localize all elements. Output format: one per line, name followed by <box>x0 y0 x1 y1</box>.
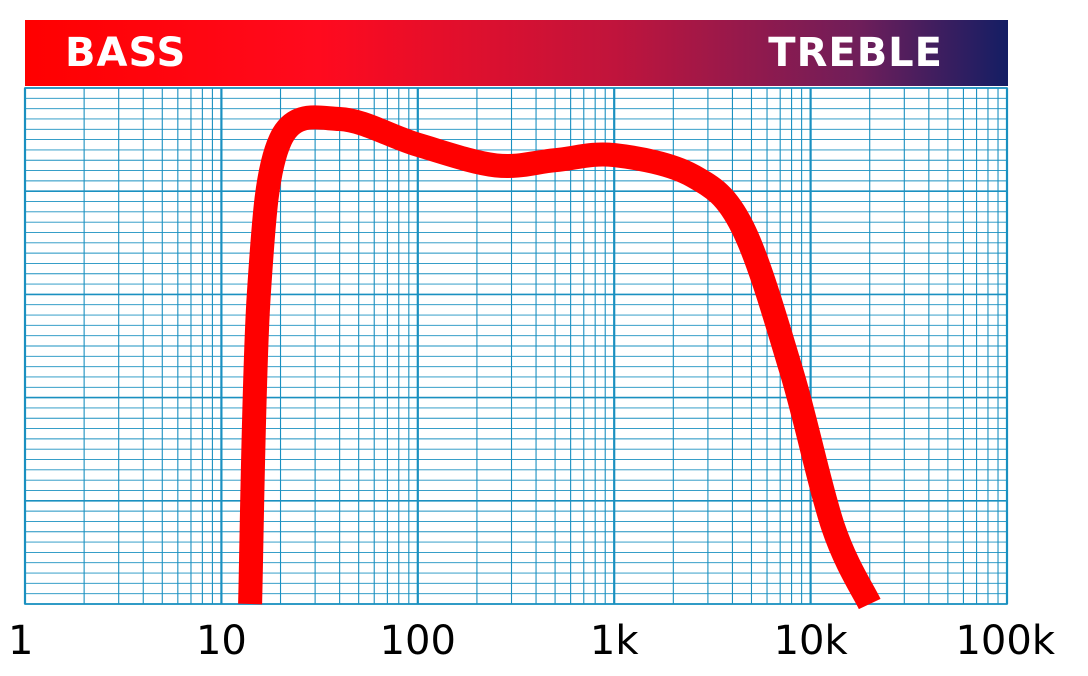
chart-grid <box>23 87 1009 605</box>
x-tick-labels: 1 10 100 1k 10k 100k <box>8 618 1056 664</box>
x-tick-label: 100k <box>955 618 1055 664</box>
x-tick-label: 10k <box>774 618 849 664</box>
x-tick-label: 100 <box>380 618 456 664</box>
treble-label: TREBLE <box>768 30 943 76</box>
bass-treble-banner: BASS TREBLE <box>25 20 1008 86</box>
x-tick-label: 1k <box>590 618 639 664</box>
x-tick-label: 1 <box>8 618 33 664</box>
plot-frame <box>24 87 1008 605</box>
response-curve-layer <box>238 105 881 610</box>
response-curve <box>238 105 881 610</box>
x-tick-label: 10 <box>196 618 247 664</box>
bass-label: BASS <box>65 30 187 76</box>
